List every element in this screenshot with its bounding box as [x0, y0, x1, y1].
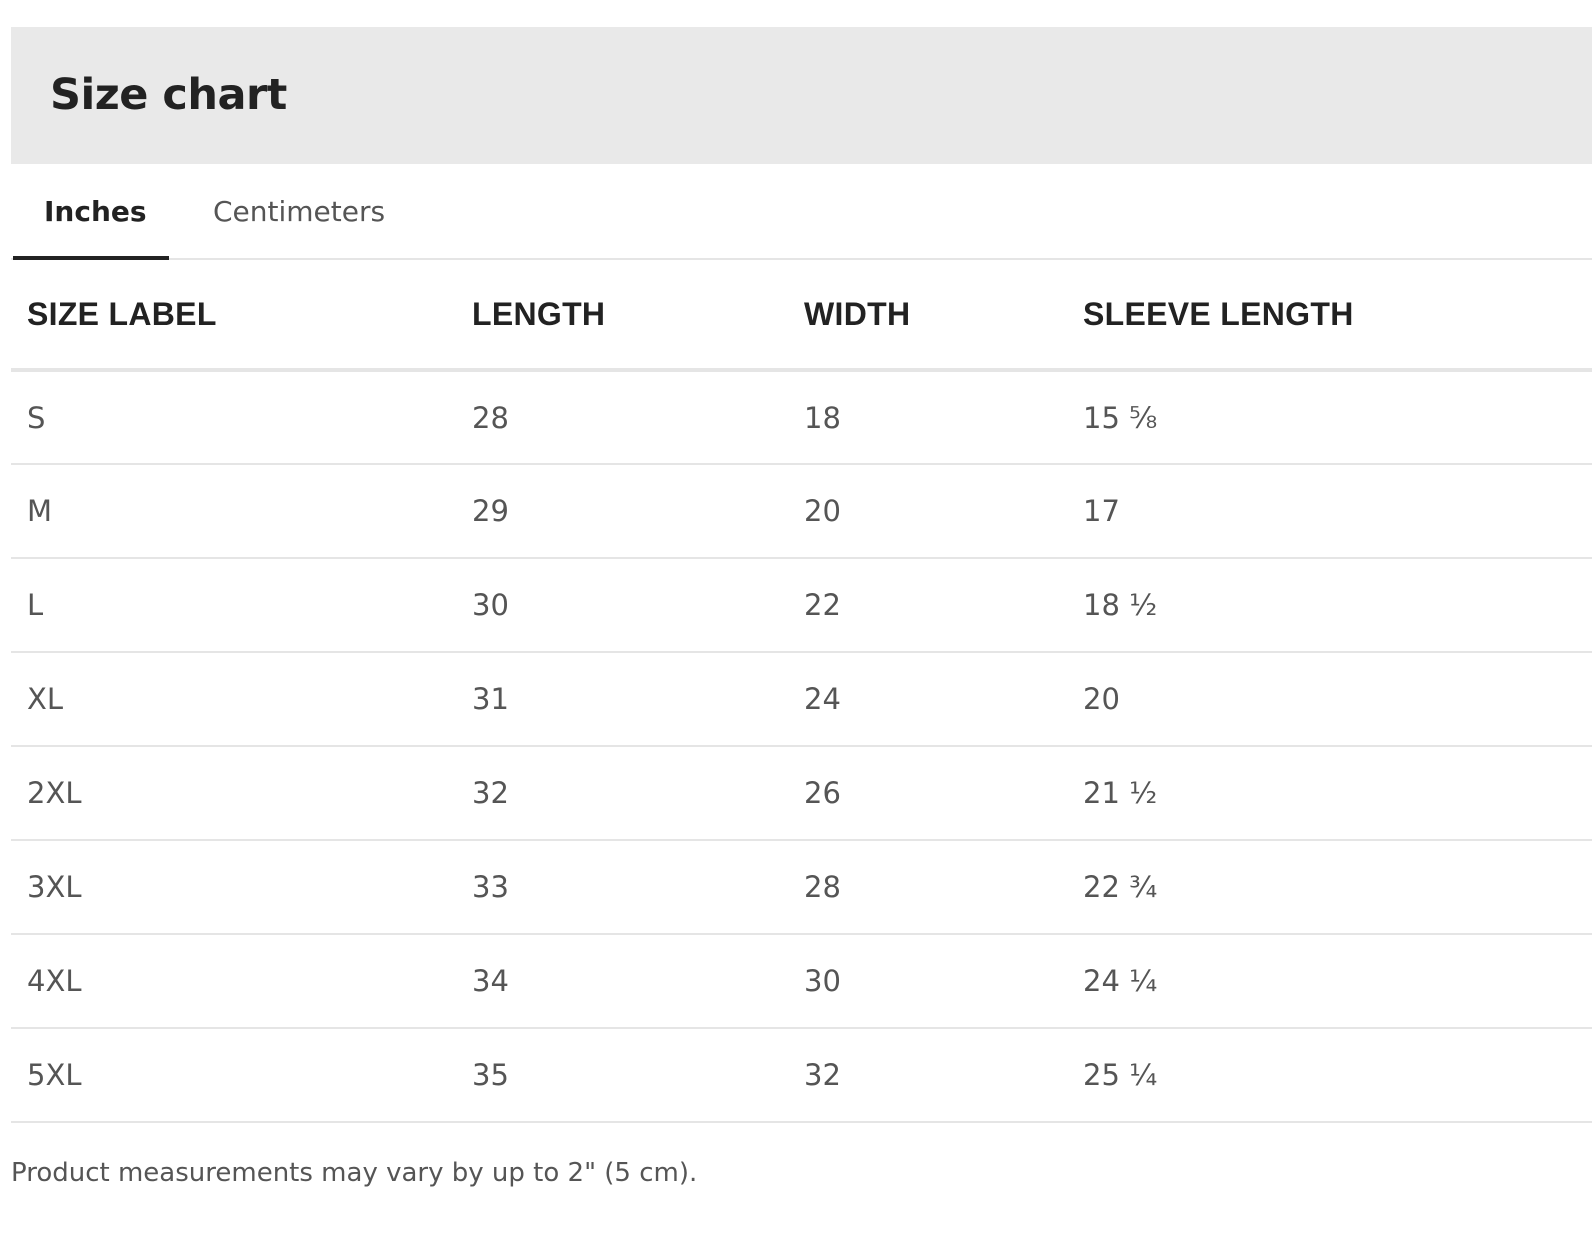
column-header-length: LENGTH	[472, 295, 606, 332]
width-cell: 18	[804, 400, 841, 435]
table-header: SIZE LABEL LENGTH WIDTH SLEEVE LENGTH	[11, 260, 1592, 370]
table-row: 4XL 34 30 24 ¼	[11, 934, 1592, 1028]
size-label-cell: XL	[27, 682, 64, 716]
table-body: S 28 18 15 ⅝ M 29 20 17 L 30 22 18 ½ XL …	[11, 370, 1592, 1122]
sleeve-length-cell: 24 ¼	[1083, 964, 1158, 998]
width-cell: 32	[804, 1058, 841, 1092]
sleeve-length-cell: 17	[1083, 494, 1120, 528]
sleeve-length-cell: 21 ½	[1083, 776, 1158, 810]
table-row: L 30 22 18 ½	[11, 558, 1592, 652]
length-cell: 30	[472, 588, 509, 622]
length-cell: 35	[472, 1058, 509, 1092]
size-label-cell: 4XL	[27, 964, 82, 998]
tab-inches-label: Inches	[44, 194, 147, 228]
size-label-cell: 3XL	[27, 870, 82, 904]
width-cell: 28	[804, 870, 841, 904]
size-table: SIZE LABEL LENGTH WIDTH SLEEVE LENGTH S …	[11, 260, 1592, 1123]
table-row: M 29 20 17	[11, 464, 1592, 558]
size-label-cell: M	[27, 494, 53, 528]
length-cell: 31	[472, 682, 509, 716]
length-cell: 32	[472, 776, 509, 810]
table-row: 3XL 33 28 22 ¾	[11, 840, 1592, 934]
length-cell: 28	[472, 400, 509, 435]
size-label-cell: S	[27, 400, 46, 435]
size-chart-header: Size chart	[11, 27, 1592, 164]
page-title: Size chart	[50, 70, 287, 120]
width-cell: 30	[804, 964, 841, 998]
sleeve-length-cell: 18 ½	[1083, 588, 1158, 622]
sleeve-length-cell: 22 ¾	[1083, 870, 1158, 904]
table-row: 5XL 35 32 25 ¼	[11, 1028, 1592, 1122]
length-cell: 33	[472, 870, 509, 904]
length-cell: 34	[472, 964, 509, 998]
column-header-size-label: SIZE LABEL	[27, 295, 217, 332]
tab-centimeters[interactable]: Centimeters	[169, 164, 385, 258]
size-label-cell: 2XL	[27, 776, 82, 810]
measurement-note: Product measurements may vary by up to 2…	[11, 1158, 698, 1188]
width-cell: 20	[804, 494, 841, 528]
column-header-sleeve-length: SLEEVE LENGTH	[1083, 295, 1354, 332]
sleeve-length-cell: 15 ⅝	[1083, 400, 1158, 435]
length-cell: 29	[472, 494, 509, 528]
unit-tabs: Inches Centimeters	[11, 164, 1592, 260]
table-header-row: SIZE LABEL LENGTH WIDTH SLEEVE LENGTH	[11, 260, 1592, 370]
size-label-cell: 5XL	[27, 1058, 82, 1092]
tab-inches[interactable]: Inches	[11, 164, 169, 260]
column-header-width: WIDTH	[804, 295, 911, 332]
sleeve-length-cell: 20	[1083, 682, 1120, 716]
width-cell: 22	[804, 588, 841, 622]
tab-centimeters-label: Centimeters	[213, 194, 386, 228]
width-cell: 26	[804, 776, 841, 810]
table-row: XL 31 24 20	[11, 652, 1592, 746]
sleeve-length-cell: 25 ¼	[1083, 1058, 1158, 1092]
width-cell: 24	[804, 682, 841, 716]
size-chart-panel: Size chart Inches Centimeters SIZE LABEL…	[11, 27, 1592, 1123]
table-row: S 28 18 15 ⅝	[11, 370, 1592, 464]
table-row: 2XL 32 26 21 ½	[11, 746, 1592, 840]
size-label-cell: L	[27, 588, 44, 622]
